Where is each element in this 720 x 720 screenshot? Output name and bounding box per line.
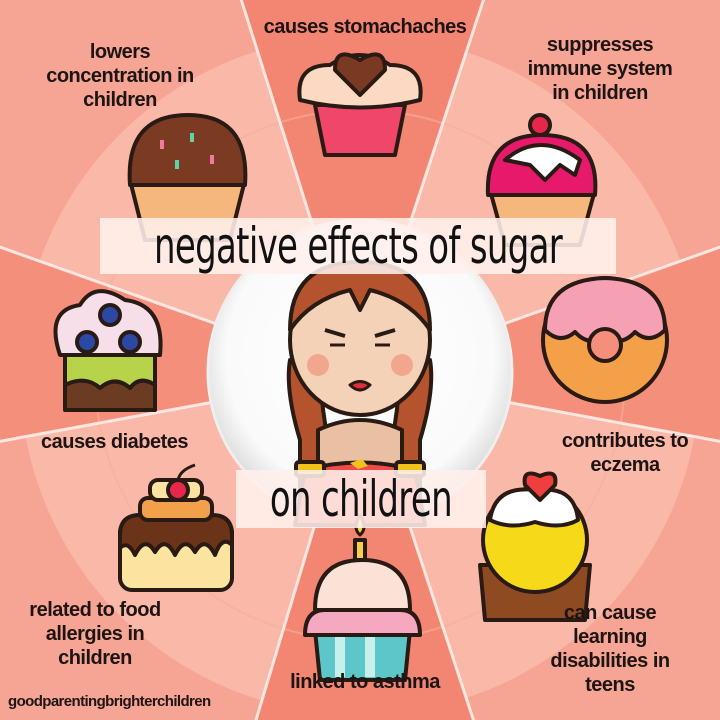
cake-cherry-icon xyxy=(118,463,234,592)
effect-label-eczema: contributes to eczema xyxy=(530,429,720,477)
effect-label-concentration: lowers concentration in children xyxy=(10,40,230,112)
cupcake-heart-icon xyxy=(297,52,423,157)
label-line: suppresses xyxy=(546,34,654,56)
watermark: goodparentingbrighterchildren xyxy=(8,693,211,710)
label-line: in children xyxy=(552,82,648,104)
label-line: disabilities in xyxy=(550,650,670,672)
label-line: causes diabetes xyxy=(40,431,189,453)
cupcake-blueberry-icon xyxy=(53,289,163,412)
effect-label-immune: suppresses immune system in children xyxy=(490,33,710,105)
label-line: can cause xyxy=(563,602,657,624)
label-line: children xyxy=(83,89,157,111)
title-box-bottom: on children xyxy=(236,470,486,528)
label-line: children xyxy=(58,647,132,669)
cupcake-cream-icon xyxy=(478,471,592,622)
label-line: related to food xyxy=(29,599,161,621)
label-line: allergies in xyxy=(45,623,145,645)
effect-label-learning: can cause learning disabilities in teens xyxy=(515,601,705,697)
label-line: contributes to xyxy=(561,430,689,452)
title-line-2: on children xyxy=(269,470,453,528)
title-line-1: negative effects of sugar xyxy=(153,218,563,274)
label-line: causes stomachaches xyxy=(263,16,467,38)
effect-label-diabetes: causes diabetes xyxy=(12,430,217,454)
label-line: eczema xyxy=(590,454,660,476)
effect-label-asthma: linked to asthma xyxy=(270,670,460,694)
label-line: lowers xyxy=(89,41,151,63)
label-line: learning xyxy=(573,626,647,648)
effect-label-stomachaches: causes stomachaches xyxy=(230,15,500,39)
label-line: linked to asthma xyxy=(290,671,440,693)
title-box-top: negative effects of sugar xyxy=(100,218,616,274)
label-line: teens xyxy=(585,674,635,696)
label-line: concentration in xyxy=(46,65,194,87)
label-line: immune system xyxy=(527,58,673,80)
shirt-logo-icon xyxy=(350,459,368,469)
cupcake-candle-icon xyxy=(303,513,422,682)
donut-icon xyxy=(541,276,669,404)
effect-label-allergies: related to food allergies in children xyxy=(0,598,190,670)
